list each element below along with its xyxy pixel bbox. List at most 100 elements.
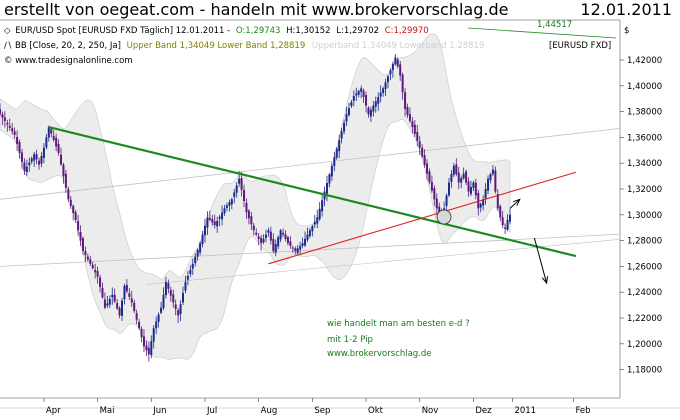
candle: [279, 228, 282, 243]
candle-body: [408, 114, 411, 122]
candle-body: [1, 114, 4, 118]
candle: [47, 125, 50, 142]
candle: [30, 156, 33, 165]
candle: [138, 318, 141, 330]
candle: [321, 194, 324, 217]
candle: [1, 111, 4, 126]
candle-body: [369, 109, 372, 117]
candle-body: [91, 264, 94, 269]
candle-body: [116, 303, 119, 309]
candle-body: [482, 199, 485, 206]
annotation-line3: www.brokervorschlag.de: [327, 349, 432, 359]
candle-body: [484, 189, 487, 199]
candle: [118, 306, 121, 319]
candle-body: [194, 256, 197, 264]
candle-body: [240, 178, 243, 190]
candle-body: [135, 313, 138, 320]
candle-body: [247, 210, 250, 219]
candle: [504, 223, 507, 235]
candle-body: [416, 131, 419, 141]
candle: [84, 246, 87, 262]
candle: [99, 274, 102, 293]
candle: [350, 99, 353, 109]
candle-body: [186, 275, 189, 280]
candle: [479, 202, 482, 213]
x-axis-ticks: Apr Mai Jun Jul Aug Sep Okt Nov Dez 2011 Feb: [43, 398, 591, 416]
candle-body: [55, 137, 58, 147]
candle: [113, 288, 116, 304]
candle: [233, 188, 236, 204]
candle-body: [357, 90, 360, 95]
candle-body: [174, 304, 177, 309]
candle-body: [321, 200, 324, 212]
candle-body: [225, 205, 228, 208]
candle-body: [333, 157, 336, 166]
candle-body: [362, 90, 365, 97]
candle-body: [103, 299, 106, 308]
candle-body: [118, 308, 121, 316]
candle-body: [435, 198, 438, 209]
candle: [433, 185, 436, 207]
candle: [145, 340, 148, 357]
candle: [499, 204, 502, 222]
candle: [374, 96, 377, 113]
candle-body: [460, 178, 463, 183]
candle-body: [335, 148, 338, 158]
candle-body: [182, 293, 185, 303]
candle: [491, 165, 494, 177]
candle-body: [491, 169, 494, 175]
candle-body: [155, 321, 158, 329]
candle-body: [455, 164, 458, 175]
candle: [379, 85, 382, 103]
candle: [257, 233, 260, 246]
annotation-line1: wie handelt man am besten e-d ?: [327, 319, 470, 329]
candle-body: [494, 170, 497, 192]
candle-body: [77, 221, 80, 231]
candle: [62, 162, 65, 184]
candle-body: [142, 336, 145, 347]
candle-body: [40, 156, 43, 164]
y-axis-ticks: 1,42000 1,40000 1,38000 1,36000 1,34000 1,320…: [620, 56, 662, 376]
candle: [394, 54, 397, 66]
candle: [142, 329, 145, 353]
candle-body: [504, 227, 507, 229]
candle: [116, 299, 119, 310]
candle-body: [67, 189, 70, 200]
candle-body: [394, 57, 397, 65]
candle-body: [340, 131, 343, 139]
candle-body: [28, 162, 31, 166]
x-tick-label: Feb: [575, 406, 590, 416]
candle: [330, 162, 333, 181]
candle: [386, 74, 389, 89]
legend-copyright: © www.tradesignalonline.com: [4, 56, 133, 66]
candle-body: [206, 217, 209, 228]
candle: [96, 266, 99, 284]
candle-body: [272, 238, 275, 251]
candle: [94, 263, 97, 279]
candle: [308, 227, 311, 238]
candle-body: [413, 124, 416, 134]
candle-body: [377, 96, 380, 104]
candle: [404, 88, 407, 117]
candle-body: [252, 225, 255, 231]
candle: [86, 253, 89, 262]
candle: [357, 89, 360, 98]
legend-bb: BB [Close, 20, 2, 250, Ja]: [15, 41, 121, 51]
candle-body: [50, 128, 53, 134]
candle-body: [45, 137, 48, 148]
candle: [255, 228, 258, 237]
candle-body: [374, 101, 377, 107]
candle: [301, 237, 304, 249]
candle-body: [257, 236, 260, 239]
x-tick-label: Okt: [368, 406, 384, 416]
candle-body: [86, 256, 89, 260]
candle: [365, 91, 368, 113]
candle: [260, 234, 263, 251]
candle: [57, 139, 60, 156]
candle: [38, 157, 41, 170]
candle: [469, 180, 472, 196]
candle-body: [445, 195, 448, 206]
candle-body: [282, 232, 285, 235]
candle-body: [255, 232, 258, 235]
